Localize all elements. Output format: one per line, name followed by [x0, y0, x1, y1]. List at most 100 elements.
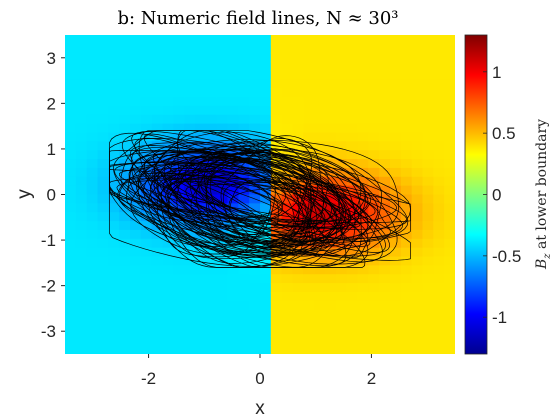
heatmap-cell [346, 43, 359, 54]
heatmap-cell [238, 274, 250, 284]
heatmap-cell [151, 114, 164, 125]
heatmap-cell [260, 336, 272, 346]
heatmap-cell [97, 238, 109, 249]
heatmap-cell [108, 97, 120, 107]
heatmap-cell [119, 70, 131, 80]
heatmap-cell [119, 291, 131, 302]
heatmap-cell [108, 43, 120, 54]
heatmap-cell [314, 300, 326, 311]
heatmap-cell [260, 283, 272, 293]
heatmap-cell [281, 132, 294, 142]
heatmap-cell [195, 150, 207, 160]
heatmap-cell [184, 185, 196, 196]
heatmap-cell [140, 247, 153, 258]
heatmap-cell [400, 256, 413, 266]
heatmap-cell [357, 291, 369, 302]
heatmap-cell [390, 256, 402, 266]
heatmap-cell [368, 88, 380, 98]
heatmap-cell [379, 70, 391, 80]
heatmap-cell [227, 291, 239, 302]
heatmap-cell [281, 105, 294, 116]
heatmap-cell [325, 123, 337, 134]
heatmap-cell [205, 309, 218, 320]
heatmap-cell [411, 203, 424, 213]
heatmap-cell [400, 265, 413, 275]
field-line [131, 142, 379, 256]
heatmap-cell [346, 274, 359, 284]
heatmap-cell [433, 194, 445, 204]
heatmap-cell [346, 159, 359, 169]
heatmap-cell [151, 274, 164, 284]
heatmap-cell [216, 336, 229, 346]
heatmap-cell [368, 159, 380, 169]
heatmap-cell [357, 123, 369, 134]
heatmap-cell [162, 345, 174, 354]
heatmap-cell [140, 52, 153, 63]
heatmap-cell [303, 309, 315, 320]
heatmap-cell [75, 327, 88, 337]
heatmap-cell [390, 61, 402, 72]
heatmap-cell [140, 70, 153, 80]
heatmap-cell [346, 327, 359, 337]
heatmap-cell [335, 327, 348, 337]
heatmap-cell [162, 61, 174, 72]
heatmap-cell [184, 97, 196, 107]
heatmap-cell [216, 97, 229, 107]
heatmap-cell [281, 318, 294, 329]
heatmap-cell [422, 141, 434, 151]
heatmap-cell [151, 291, 164, 302]
heatmap-cell [184, 256, 196, 266]
heatmap-cell [281, 52, 294, 63]
heatmap-cell [433, 203, 445, 213]
heatmap-cell [357, 265, 369, 275]
heatmap-cell [249, 105, 261, 116]
heatmap-cell [390, 132, 402, 142]
heatmap-cell [433, 247, 445, 258]
heatmap-cell [314, 221, 326, 231]
heatmap-cell [227, 176, 239, 187]
heatmap-cell [260, 194, 272, 204]
heatmap-cell [368, 221, 380, 231]
heatmap-cell [119, 283, 131, 293]
heatmap-cell [325, 256, 337, 266]
colorbar-label-sub: z [542, 253, 553, 260]
heatmap-cell [292, 274, 304, 284]
heatmap-cell [173, 176, 185, 187]
heatmap-cell [444, 114, 455, 125]
heatmap-cell [75, 194, 88, 204]
heatmap-cell [433, 114, 445, 125]
heatmap-cell [75, 291, 88, 302]
heatmap-cell [108, 274, 120, 284]
heatmap-cell [75, 247, 88, 258]
heatmap-cell [433, 141, 445, 151]
heatmap-cell [151, 265, 164, 275]
heatmap-cell [400, 35, 413, 45]
heatmap-cell [303, 97, 315, 107]
heatmap-cell [151, 35, 164, 45]
heatmap-cell [216, 185, 229, 196]
heatmap-cell [130, 150, 142, 160]
heatmap-cell [292, 141, 304, 151]
heatmap-cell [86, 247, 99, 258]
heatmap-cell [400, 274, 413, 284]
heatmap-cell [260, 256, 272, 266]
heatmap-cell [379, 114, 391, 125]
heatmap-cell [65, 336, 77, 346]
heatmap-cell [86, 256, 99, 266]
heatmap-cell [119, 256, 131, 266]
heatmap-cell [97, 43, 109, 54]
heatmap-cell [173, 35, 185, 45]
heatmap-cell [346, 345, 359, 354]
heatmap-cell [195, 52, 207, 63]
heatmap-cell [303, 256, 315, 266]
heatmap-cell [195, 185, 207, 196]
heatmap-cell [130, 114, 142, 125]
heatmap-cell [335, 256, 348, 266]
heatmap-cell [249, 114, 261, 125]
heatmap-cell [335, 309, 348, 320]
heatmap-cell [346, 141, 359, 151]
heatmap-cell [205, 345, 218, 354]
heatmap-cell [433, 221, 445, 231]
heatmap-cell [249, 327, 261, 337]
